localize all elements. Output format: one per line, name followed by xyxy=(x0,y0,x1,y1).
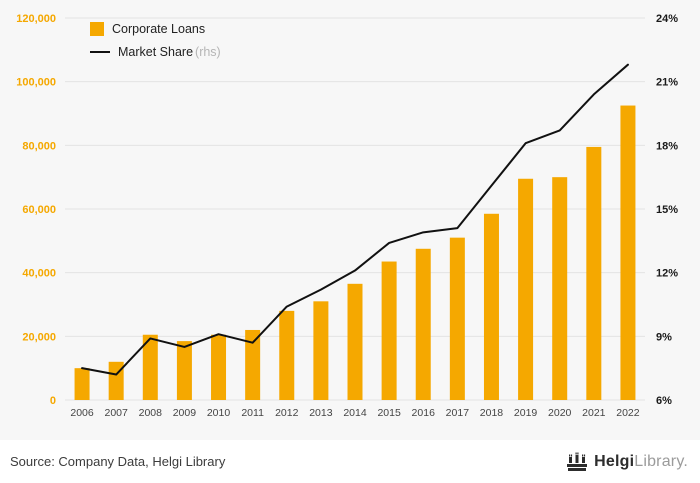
castle-icon xyxy=(567,452,588,471)
chart-legend: Corporate Loans Market Share (rhs) xyxy=(90,22,221,59)
legend-label-line: Market Share (rhs) xyxy=(118,45,221,59)
source-attribution: Source: Company Data, Helgi Library xyxy=(10,454,226,469)
svg-text:20,000: 20,000 xyxy=(22,331,56,343)
svg-text:120,000: 120,000 xyxy=(16,13,56,25)
svg-text:2017: 2017 xyxy=(446,407,470,419)
svg-text:0: 0 xyxy=(50,395,56,407)
svg-text:2020: 2020 xyxy=(548,407,572,419)
legend-item-corporate-loans: Corporate Loans xyxy=(90,22,221,36)
svg-text:2019: 2019 xyxy=(514,407,538,419)
svg-text:2006: 2006 xyxy=(70,407,94,419)
svg-text:2011: 2011 xyxy=(241,407,264,419)
line-series-swatch xyxy=(90,51,110,53)
svg-text:12%: 12% xyxy=(656,268,678,280)
svg-text:15%: 15% xyxy=(656,204,678,216)
svg-text:2021: 2021 xyxy=(582,407,606,419)
svg-text:24%: 24% xyxy=(656,13,678,25)
svg-text:2018: 2018 xyxy=(480,407,504,419)
svg-text:2009: 2009 xyxy=(173,407,197,419)
svg-text:100,000: 100,000 xyxy=(16,77,56,89)
bar-series-swatch xyxy=(90,22,104,36)
svg-text:2016: 2016 xyxy=(412,407,436,419)
svg-text:21%: 21% xyxy=(656,77,678,89)
svg-text:2012: 2012 xyxy=(275,407,299,419)
svg-text:6%: 6% xyxy=(656,395,672,407)
svg-text:2007: 2007 xyxy=(104,407,128,419)
logo-text: HelgiLibrary. xyxy=(594,452,688,470)
svg-text:9%: 9% xyxy=(656,331,672,343)
svg-text:18%: 18% xyxy=(656,140,678,152)
svg-text:80,000: 80,000 xyxy=(22,140,56,152)
svg-text:2014: 2014 xyxy=(343,407,367,419)
chart-footer: Source: Company Data, Helgi Library Helg… xyxy=(0,440,700,483)
legend-item-market-share: Market Share (rhs) xyxy=(90,45,221,59)
chart-area: Corporate Loans Market Share (rhs) 0 20,00… xyxy=(16,13,679,419)
svg-text:2010: 2010 xyxy=(207,407,231,419)
helgi-library-logo: HelgiLibrary. xyxy=(566,451,688,473)
legend-label-bars: Corporate Loans xyxy=(112,22,206,36)
svg-text:2013: 2013 xyxy=(309,407,333,419)
combo-chart-plot: 0 20,000 40,000 60,000 80,000 100,000 120,000 6… xyxy=(16,13,678,419)
svg-text:2008: 2008 xyxy=(139,407,163,419)
legend-rhs-suffix: (rhs) xyxy=(195,45,221,59)
svg-text:60,000: 60,000 xyxy=(22,204,56,216)
svg-text:40,000: 40,000 xyxy=(22,268,56,280)
svg-text:2015: 2015 xyxy=(377,407,401,419)
svg-text:2022: 2022 xyxy=(616,407,640,419)
